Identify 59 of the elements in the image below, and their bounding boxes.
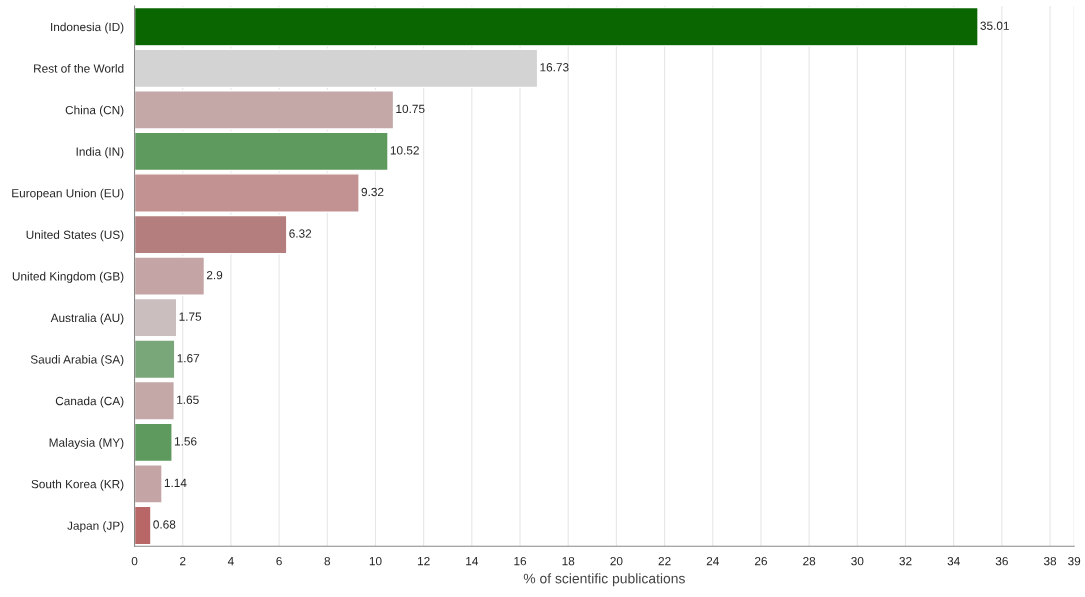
data-label: 2.9: [206, 270, 223, 280]
bar: [134, 214, 288, 255]
data-label: 1.14: [164, 478, 187, 487]
x-tick-label: 4: [227, 557, 234, 566]
y-tick-label: India (IN): [76, 147, 124, 159]
bar: [134, 90, 395, 130]
data-label: 16.73: [540, 63, 569, 72]
x-tick-label: 26: [754, 556, 767, 566]
data-label: 0.68: [153, 520, 176, 529]
bar: [134, 131, 389, 172]
bar: [134, 505, 152, 546]
bar: [134, 297, 178, 338]
x-tick-label: 14: [466, 557, 479, 566]
x-tick-label: 16: [514, 556, 527, 566]
data-label: 10.75: [396, 104, 425, 114]
y-tick-label: Saudi Arabia (SA): [30, 354, 124, 366]
data-label: 6.32: [289, 229, 312, 238]
y-tick-label: Canada (CA): [55, 396, 124, 408]
y-tick-label: European Union (EU): [12, 188, 124, 200]
bar: [134, 339, 176, 380]
x-tick-label: 34: [947, 556, 960, 566]
bar: [134, 380, 175, 421]
bar: [134, 173, 360, 213]
data-label: 9.32: [361, 187, 384, 197]
y-tick-label: United Kingdom (GB): [12, 271, 124, 283]
y-tick-label: Rest of the World: [34, 64, 124, 73]
data-label: 1.56: [174, 437, 197, 446]
x-tick-label: 22: [658, 556, 671, 566]
x-tick-label: 24: [706, 556, 719, 566]
data-label: 1.75: [179, 312, 202, 321]
y-tick-label: Malaysia (MY): [49, 438, 124, 450]
bar: [134, 464, 163, 504]
x-tick-label: 38: [1043, 556, 1057, 566]
x-tick-label: 30: [851, 556, 864, 566]
x-tick-label: 2: [180, 556, 186, 566]
y-tick-label: China (CN): [65, 105, 124, 117]
x-tick-label: 6: [276, 556, 282, 566]
data-label: 1.65: [177, 395, 199, 404]
bar: [134, 422, 173, 463]
x-tick-label: 36: [995, 556, 1008, 566]
x-tick-label: 12: [417, 556, 430, 566]
y-tick-label: South Korea (KR): [31, 479, 124, 491]
bar: [134, 256, 206, 296]
y-tick-label: United States (US): [26, 230, 124, 242]
x-tick-label: 28: [803, 556, 816, 566]
y-tick-label: Australia (AU): [50, 313, 124, 325]
data-label: 1.67: [177, 354, 200, 363]
x-axis-title: % of scientific publications: [523, 573, 685, 587]
data-label: 35.01: [980, 21, 1009, 30]
x-tick-label: 39: [1068, 556, 1081, 566]
x-tick-label: 18: [562, 556, 575, 566]
y-tick-label: Indonesia (ID): [51, 22, 124, 34]
x-tick-label: 20: [610, 556, 623, 566]
data-label: 10.52: [390, 146, 419, 155]
x-tick-label: 0: [131, 556, 138, 566]
x-tick-label: 32: [899, 556, 912, 566]
y-tick-label: Japan (JP): [67, 521, 124, 533]
x-tick-label: 8: [324, 556, 331, 566]
x-tick-label: 10: [369, 556, 382, 566]
